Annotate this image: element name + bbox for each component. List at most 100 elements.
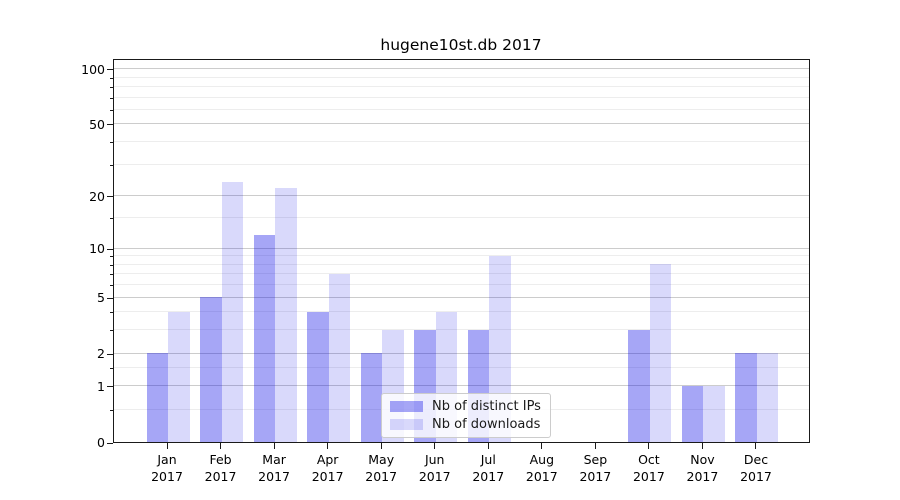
gridline-minor bbox=[114, 255, 809, 257]
x-tick bbox=[220, 443, 222, 449]
gridline-major bbox=[114, 247, 809, 249]
x-tick bbox=[380, 443, 382, 449]
y-tick-minor bbox=[110, 264, 113, 266]
gridline-major bbox=[114, 123, 809, 125]
y-tick-label: 0 bbox=[97, 435, 105, 450]
x-tick-label: Dec 2017 bbox=[740, 452, 772, 484]
y-tick-minor bbox=[110, 330, 113, 332]
plot-area bbox=[113, 59, 810, 443]
gridline-minor bbox=[114, 108, 809, 110]
legend-label-distinct-ips: Nb of distinct IPs bbox=[432, 399, 541, 414]
bar-downloads-jan bbox=[168, 311, 190, 442]
gridline-minor bbox=[114, 263, 809, 265]
gridline-minor bbox=[114, 96, 809, 98]
gridline-major bbox=[114, 385, 809, 387]
y-tick-minor bbox=[110, 368, 113, 370]
bar-ips-nov bbox=[681, 385, 704, 442]
y-tick-minor bbox=[110, 274, 113, 276]
gridline-minor bbox=[114, 284, 809, 286]
x-tick-label: Feb 2017 bbox=[204, 452, 237, 484]
chart-title: hugene10st.db 2017 bbox=[380, 36, 542, 54]
y-tick-minor bbox=[110, 109, 113, 111]
gridline-minor bbox=[114, 76, 809, 78]
bar-ips-feb bbox=[200, 297, 222, 442]
gridline-minor bbox=[114, 311, 809, 313]
y-tick-minor bbox=[110, 86, 113, 88]
gridline-minor bbox=[114, 273, 809, 275]
legend-entry-downloads: Nb of downloads bbox=[390, 417, 541, 432]
y-tick-label: 50 bbox=[89, 116, 105, 132]
legend: Nb of distinct IPs Nb of downloads bbox=[381, 393, 551, 438]
y-tick-label: 10 bbox=[89, 241, 105, 256]
y-tick-label: 1 bbox=[97, 378, 105, 394]
x-tick-label: Jul 2017 bbox=[472, 452, 505, 484]
legend-entry-distinct-ips: Nb of distinct IPs bbox=[390, 399, 541, 414]
y-tick-minor bbox=[110, 218, 113, 220]
gridline-major bbox=[114, 195, 809, 197]
y-tick-minor bbox=[110, 97, 113, 99]
x-tick-label: Jan 2017 bbox=[151, 452, 183, 484]
x-tick bbox=[434, 443, 436, 449]
x-tick-label: Aug 2017 bbox=[525, 452, 558, 484]
y-tick-major bbox=[107, 248, 113, 250]
bar-ips-mar bbox=[253, 234, 276, 442]
y-tick-major bbox=[107, 124, 113, 126]
y-tick-minor bbox=[110, 77, 113, 79]
x-tick-label: Jun 2017 bbox=[418, 452, 451, 484]
x-tick bbox=[594, 443, 596, 449]
y-tick-label: 2 bbox=[97, 346, 105, 362]
gridline-minor bbox=[114, 217, 809, 219]
x-tick-label: Nov 2017 bbox=[686, 452, 719, 484]
y-tick-minor bbox=[110, 142, 113, 144]
y-tick-minor bbox=[110, 312, 113, 314]
gridline-minor bbox=[114, 163, 809, 165]
x-tick-label: Sep 2017 bbox=[579, 452, 612, 484]
bar-downloads-oct bbox=[649, 264, 672, 442]
bar-downloads-apr bbox=[328, 273, 351, 442]
bar-ips-dec bbox=[735, 353, 757, 442]
y-tick-major bbox=[107, 297, 113, 299]
x-tick-label: Mar 2017 bbox=[258, 452, 290, 484]
x-tick-label: May 2017 bbox=[365, 452, 398, 484]
legend-label-downloads: Nb of downloads bbox=[432, 417, 541, 432]
y-tick-label: 20 bbox=[89, 188, 105, 204]
bar-downloads-mar bbox=[275, 188, 297, 442]
y-tick-major bbox=[107, 442, 113, 444]
x-tick bbox=[701, 443, 703, 449]
x-tick bbox=[273, 443, 275, 449]
x-tick bbox=[648, 443, 650, 449]
bar-downloads-nov bbox=[703, 385, 725, 442]
gridline-minor bbox=[114, 141, 809, 143]
y-tick-label: 5 bbox=[97, 290, 105, 306]
y-tick-major bbox=[107, 69, 113, 71]
y-tick-major bbox=[107, 353, 113, 355]
gridline-major bbox=[114, 296, 809, 298]
x-tick bbox=[541, 443, 543, 449]
gridline-major bbox=[114, 352, 809, 354]
y-tick-minor bbox=[110, 409, 113, 411]
legend-swatch-distinct-ips-icon bbox=[390, 401, 423, 412]
gridline-minor bbox=[114, 86, 809, 87]
x-tick-label: Oct 2017 bbox=[632, 452, 665, 484]
gridline-minor bbox=[114, 329, 809, 331]
y-tick-minor bbox=[110, 256, 113, 258]
legend-swatch-downloads-icon bbox=[390, 419, 423, 430]
bar-downloads-feb bbox=[221, 181, 244, 442]
x-tick bbox=[166, 443, 168, 449]
y-tick-minor bbox=[110, 164, 113, 166]
y-tick-major bbox=[107, 386, 113, 388]
x-tick-label: Apr 2017 bbox=[311, 452, 344, 484]
gridline-minor bbox=[114, 367, 809, 369]
bar-ips-may bbox=[360, 353, 383, 442]
x-tick bbox=[755, 443, 757, 449]
bar-ips-oct bbox=[628, 329, 650, 442]
y-tick-minor bbox=[110, 285, 113, 287]
gridline-major bbox=[114, 68, 809, 70]
x-tick bbox=[487, 443, 489, 449]
y-tick-major bbox=[107, 196, 113, 198]
bar-downloads-dec bbox=[756, 353, 779, 442]
bar-ips-apr bbox=[307, 311, 329, 442]
y-tick-label: 100 bbox=[81, 61, 105, 77]
x-tick bbox=[327, 443, 329, 449]
